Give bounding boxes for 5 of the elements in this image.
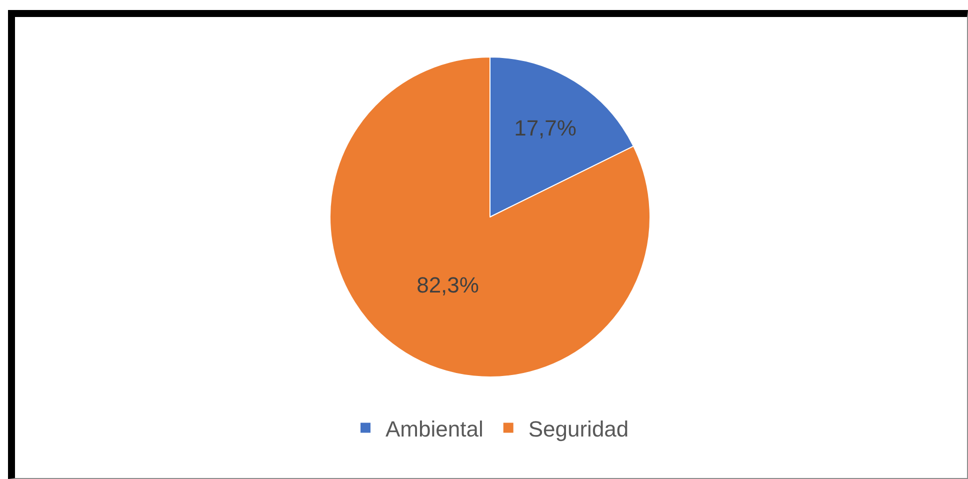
pie-slice (330, 56, 650, 378)
legend-label: Ambiental (386, 416, 484, 442)
data-label: 17,7% (514, 116, 576, 141)
data-label: 82,3% (416, 272, 479, 298)
legend-label: Seguridad (528, 416, 629, 442)
